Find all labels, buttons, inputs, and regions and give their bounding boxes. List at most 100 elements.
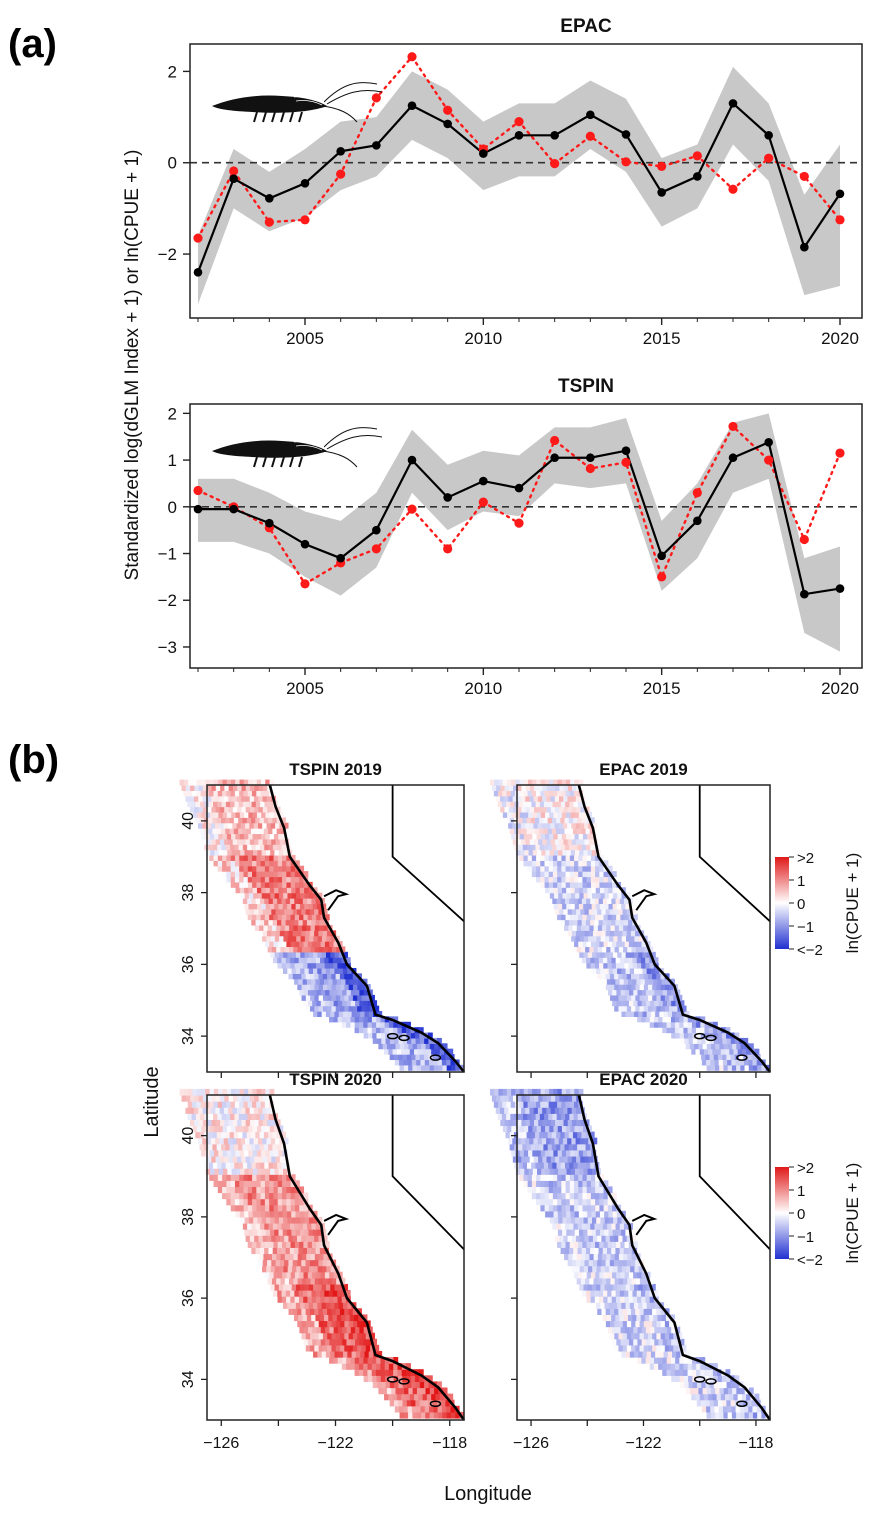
heat-cell — [623, 1247, 629, 1255]
heat-cell — [431, 1048, 437, 1055]
heat-cell — [585, 1253, 591, 1261]
heat-cell — [587, 1149, 592, 1157]
heat-cell — [207, 1095, 213, 1102]
heat-cell — [568, 1131, 574, 1139]
heat-cell — [549, 892, 555, 899]
heat-cell — [236, 838, 242, 845]
heat-cell — [254, 838, 260, 845]
heat-cell — [712, 1021, 718, 1028]
heat-cell — [649, 1363, 655, 1370]
heat-cell — [532, 811, 538, 818]
heat-cell — [256, 1101, 262, 1108]
heat-cell — [609, 935, 614, 942]
heat-cell — [609, 1259, 615, 1267]
heat-cell — [269, 914, 275, 921]
heat-cell — [556, 1131, 561, 1139]
heat-cell — [570, 1210, 576, 1218]
heat-cell — [607, 865, 613, 872]
heat-cell — [442, 1043, 448, 1050]
heat-cell — [751, 1054, 757, 1061]
heat-cell — [604, 1265, 610, 1273]
heat-cell — [614, 1332, 620, 1340]
heat-cell — [266, 935, 272, 942]
heat-cell — [567, 785, 573, 791]
heat-cell — [380, 1375, 386, 1383]
heat-cell — [272, 817, 278, 824]
heat-cell — [662, 989, 668, 996]
krill-leg — [271, 111, 276, 123]
heat-cell — [712, 1027, 718, 1034]
heat-cell — [625, 1229, 631, 1236]
heat-cell — [564, 817, 570, 824]
krill-carapace-lines — [293, 440, 325, 451]
heat-cell — [591, 1302, 597, 1309]
model-point — [728, 99, 738, 108]
heat-cell — [408, 1411, 414, 1419]
heat-cell — [287, 935, 293, 942]
heat-cell — [207, 1155, 212, 1163]
heat-cell — [529, 806, 535, 813]
heat-cell — [633, 989, 639, 996]
map-title: TSPIN 2019 — [289, 760, 382, 779]
heat-cell — [399, 1405, 404, 1413]
heat-cell — [211, 1107, 216, 1114]
heat-cell — [601, 1277, 607, 1285]
heat-cell — [250, 1095, 255, 1102]
heat-cell — [561, 1088, 567, 1096]
heat-cell — [502, 779, 508, 786]
heat-cell — [205, 1149, 211, 1157]
heat-cell — [309, 1308, 315, 1315]
heat-cell — [536, 1198, 541, 1206]
heat-cell — [209, 1149, 215, 1157]
heat-cell — [323, 924, 329, 931]
heat-cell — [582, 1241, 588, 1248]
heat-cell — [611, 1222, 617, 1230]
heat-cell — [234, 1162, 240, 1169]
heat-cell — [239, 1088, 245, 1096]
heat-cell — [619, 978, 625, 985]
heat-cell — [552, 898, 558, 904]
heat-cell — [628, 1290, 634, 1297]
heat-cell — [368, 1350, 374, 1358]
heat-cell — [235, 1210, 241, 1218]
heat-cell — [267, 1235, 272, 1242]
observed-point — [835, 215, 845, 225]
heat-cell — [614, 994, 620, 1001]
heat-cell — [624, 1326, 630, 1334]
heat-cell — [280, 817, 286, 824]
heat-cell — [631, 946, 637, 953]
heat-cell — [350, 1357, 356, 1364]
heat-cell — [506, 1088, 512, 1096]
heat-cell — [569, 919, 574, 926]
heat-cell — [329, 1000, 335, 1007]
heat-cell — [339, 973, 345, 980]
heat-cell — [596, 967, 601, 974]
heat-cell — [397, 1021, 403, 1028]
heat-cell — [322, 1308, 328, 1315]
heat-cell — [266, 795, 272, 802]
heat-cell — [616, 1229, 622, 1236]
heat-cell — [359, 1326, 365, 1334]
heat-cell — [318, 1308, 324, 1315]
heat-cell — [269, 1125, 275, 1133]
heat-cell — [267, 924, 273, 931]
heat-cell — [269, 1204, 275, 1212]
heat-cell — [519, 1125, 525, 1133]
heat-cell — [622, 1344, 628, 1352]
heat-cell — [564, 1253, 569, 1261]
heat-cell — [662, 1369, 668, 1376]
heat-cell — [613, 1265, 619, 1273]
heat-cell — [316, 1326, 322, 1334]
heat-cell — [388, 1369, 394, 1376]
heat-cell — [281, 914, 287, 921]
heat-cell — [312, 1326, 318, 1334]
heat-cell — [399, 1387, 405, 1395]
heat-cell — [590, 1204, 596, 1212]
krill-leg — [262, 111, 267, 123]
heat-cell — [304, 903, 310, 910]
heat-cell — [606, 978, 612, 985]
heat-cell — [619, 1314, 625, 1322]
heat-cell — [266, 838, 272, 845]
heat-cell — [617, 967, 622, 974]
heat-cell — [342, 967, 348, 974]
